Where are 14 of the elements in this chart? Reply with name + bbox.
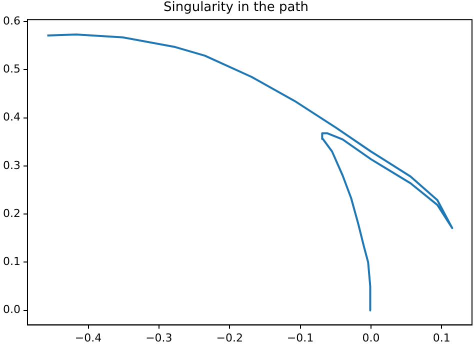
y-tick-label: 0.4 <box>2 110 20 124</box>
x-tick-label: −0.4 <box>74 331 102 344</box>
y-tick-label: 0.6 <box>2 14 20 28</box>
x-tick-label: 0.0 <box>362 331 380 344</box>
x-tick-label: 0.1 <box>432 331 450 344</box>
y-tick-label: 0.3 <box>2 158 20 172</box>
chart-title: Singularity in the path <box>163 0 309 16</box>
x-tick-label: −0.2 <box>216 331 243 344</box>
x-tick-label: −0.3 <box>146 331 172 344</box>
y-tick-label: 0.5 <box>2 62 20 76</box>
x-tick-label: −0.1 <box>286 331 314 344</box>
y-tick-label: 0.0 <box>2 303 20 316</box>
y-tick-label: 0.2 <box>2 206 20 220</box>
y-tick-label: 0.1 <box>2 255 20 268</box>
